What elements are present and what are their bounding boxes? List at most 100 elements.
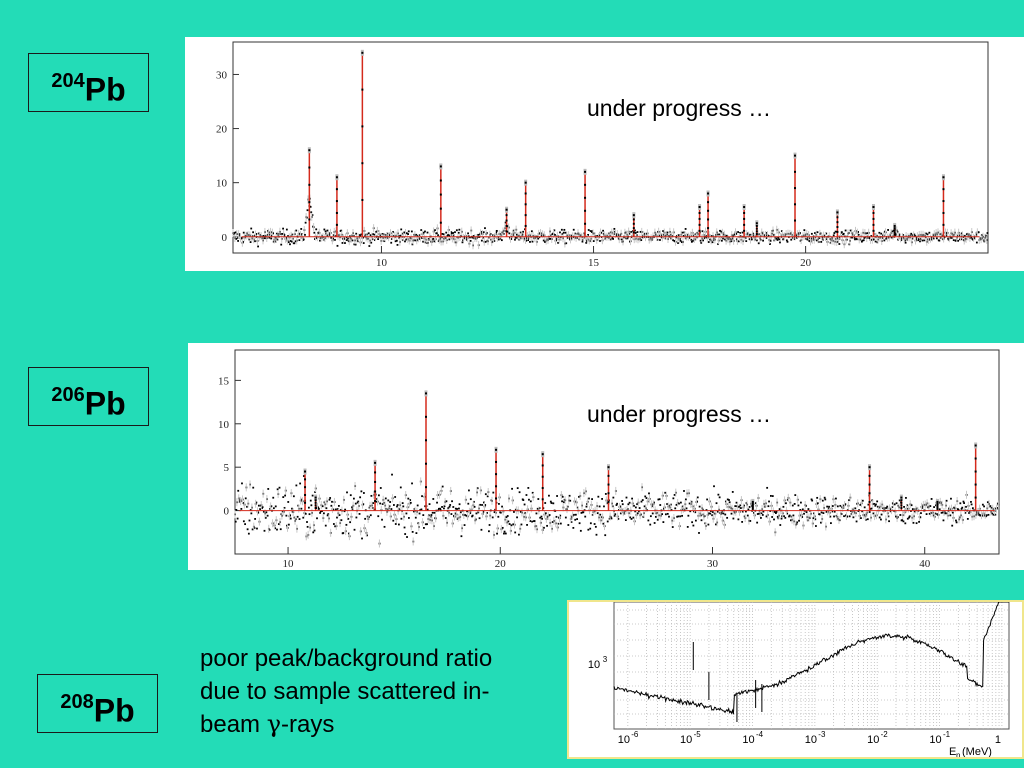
data-point [737, 518, 740, 521]
data-point [289, 240, 292, 242]
data-point [606, 234, 609, 237]
data-point [347, 517, 350, 520]
data-point [452, 234, 455, 237]
data-point [414, 516, 417, 519]
data-point [244, 236, 246, 239]
peak-point [505, 214, 508, 217]
data-point [616, 502, 618, 505]
data-point [559, 514, 562, 517]
data-point [525, 494, 528, 496]
data-point [788, 514, 791, 517]
data-point [677, 242, 679, 244]
data-point [307, 506, 310, 509]
data-point [536, 507, 539, 510]
data-point [899, 235, 901, 237]
data-point [572, 526, 575, 529]
data-point [471, 514, 474, 517]
data-point [909, 234, 912, 237]
data-point [449, 504, 452, 506]
data-point [748, 506, 751, 508]
data-point [252, 231, 254, 234]
data-point [853, 236, 856, 239]
data-point [298, 518, 301, 520]
data-point [902, 520, 905, 523]
data-point [578, 522, 581, 525]
data-point [238, 233, 241, 236]
data-point [287, 241, 290, 244]
data-point [577, 233, 580, 236]
data-point [337, 504, 340, 507]
data-point [297, 504, 300, 507]
data-point [441, 506, 443, 508]
peak-point [755, 227, 758, 230]
data-point [902, 236, 905, 239]
data-point [708, 512, 710, 515]
data-point [404, 533, 407, 535]
data-point [588, 497, 590, 500]
data-point [608, 232, 611, 235]
data-point [417, 234, 419, 237]
data-point [499, 237, 502, 240]
data-point [720, 239, 723, 242]
data-point [903, 505, 905, 508]
peak-point [308, 149, 311, 152]
data-point [814, 236, 817, 239]
data-point [932, 237, 935, 240]
data-point [599, 240, 601, 242]
plot-frame [613, 602, 1010, 730]
peak-point [872, 229, 875, 232]
data-point [668, 504, 671, 507]
data-point [321, 234, 324, 237]
peak-point [836, 226, 839, 229]
data-point [895, 232, 898, 235]
data-point [482, 510, 485, 513]
data-point [921, 507, 924, 509]
data-point [628, 501, 631, 504]
data-point [648, 492, 650, 495]
data-point [629, 516, 632, 519]
mass-number: 206 [51, 384, 85, 406]
data-point [408, 517, 410, 519]
data-point [606, 502, 608, 505]
data-point [885, 507, 888, 509]
data-point [655, 233, 658, 236]
peak-point [314, 501, 317, 504]
data-point [672, 239, 674, 242]
data-point [904, 241, 907, 244]
data-point [437, 234, 439, 237]
data-point [382, 501, 385, 504]
peak-point [304, 493, 307, 496]
data-point [553, 229, 556, 232]
peak-point [900, 506, 903, 509]
data-point [613, 227, 616, 230]
data-point [825, 510, 828, 513]
data-point [814, 518, 817, 521]
data-point [309, 205, 312, 208]
data-point [600, 516, 603, 519]
data-point [310, 211, 313, 214]
isotope-label-208pb: 208Pb [37, 674, 158, 733]
data-point [702, 513, 705, 516]
data-point [743, 504, 745, 507]
data-point [717, 493, 720, 496]
peak-point [942, 223, 945, 226]
data-point [369, 234, 372, 237]
data-point [947, 237, 949, 240]
data-point [912, 521, 915, 524]
data-point [456, 508, 458, 510]
data-point [994, 513, 997, 516]
data-point [969, 234, 972, 237]
peak-point [751, 500, 754, 503]
data-point [595, 533, 598, 536]
data-point [516, 487, 519, 490]
data-point [509, 236, 511, 239]
data-point [464, 237, 466, 240]
data-point [479, 233, 481, 236]
data-point [920, 234, 923, 237]
data-point [539, 516, 542, 519]
data-point [381, 233, 384, 235]
data-point [246, 232, 249, 235]
data-point [617, 234, 619, 237]
data-point [552, 502, 555, 505]
